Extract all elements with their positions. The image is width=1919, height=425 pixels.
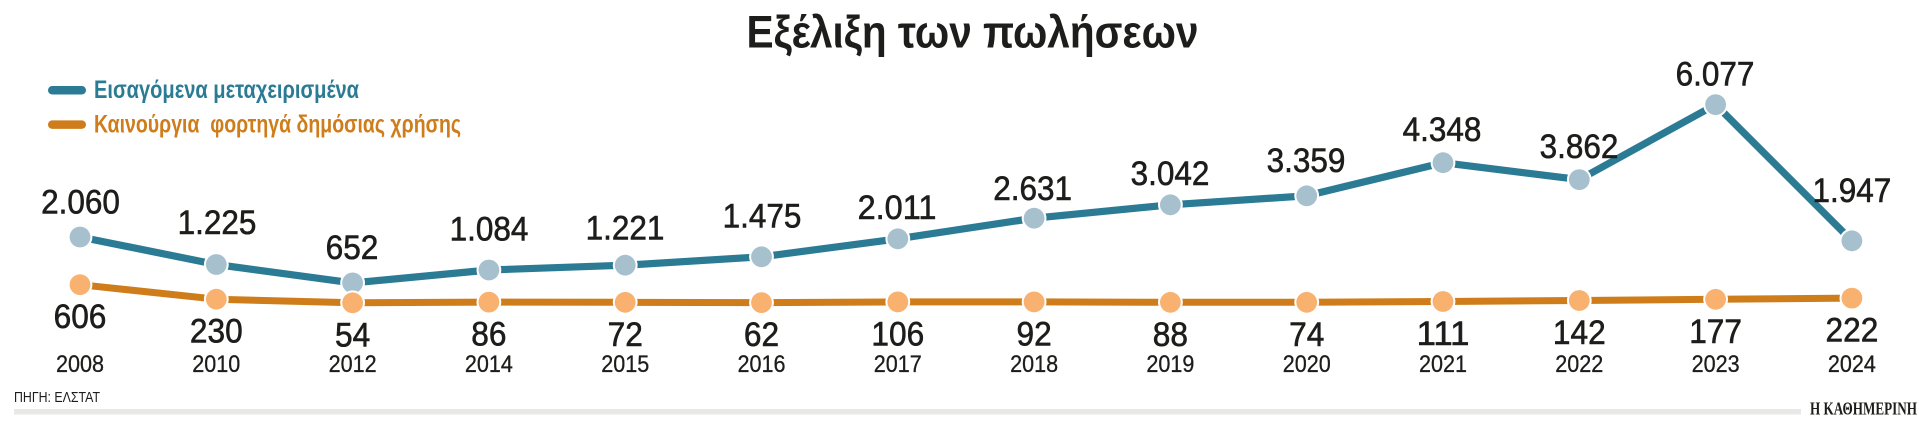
svg-text:2.060: 2.060 <box>41 183 120 221</box>
svg-text:Καινούργια φορτηγά δημόσιας χ: Καινούργια φορτηγά δημόσιας χρήσης <box>94 110 461 138</box>
svg-text:1.225: 1.225 <box>178 204 257 242</box>
svg-text:3.042: 3.042 <box>1131 155 1210 193</box>
svg-text:1.221: 1.221 <box>586 209 665 247</box>
svg-text:88: 88 <box>1153 316 1188 354</box>
svg-text:2017: 2017 <box>874 351 922 378</box>
svg-text:222: 222 <box>1826 312 1879 350</box>
svg-text:2008: 2008 <box>56 351 104 378</box>
svg-text:Η ΚΑΘΗΜΕΡΙΝΗ: Η ΚΑΘΗΜΕΡΙΝΗ <box>1810 399 1917 419</box>
svg-text:86: 86 <box>471 316 506 354</box>
svg-text:230: 230 <box>190 313 243 351</box>
svg-text:2024: 2024 <box>1828 351 1876 378</box>
svg-text:1.475: 1.475 <box>723 198 802 236</box>
svg-text:1.084: 1.084 <box>450 211 529 249</box>
svg-text:106: 106 <box>871 315 924 353</box>
svg-text:3.862: 3.862 <box>1540 128 1619 166</box>
svg-text:2021: 2021 <box>1419 351 1467 378</box>
svg-text:Εξέλιξη των πωλήσεων: Εξέλιξη των πωλήσεων <box>747 7 1199 58</box>
svg-text:652: 652 <box>326 229 379 267</box>
svg-text:2.631: 2.631 <box>993 170 1072 208</box>
svg-text:177: 177 <box>1689 313 1742 351</box>
svg-text:2010: 2010 <box>192 351 240 378</box>
svg-text:2012: 2012 <box>329 351 377 378</box>
svg-text:2023: 2023 <box>1692 351 1740 378</box>
svg-text:142: 142 <box>1553 314 1606 352</box>
svg-text:1.947: 1.947 <box>1813 172 1892 210</box>
svg-text:72: 72 <box>608 316 643 354</box>
svg-text:4.348: 4.348 <box>1403 111 1482 149</box>
svg-text:2014: 2014 <box>465 351 513 378</box>
svg-text:Εισαγόμενα μεταχειρισμένα: Εισαγόμενα μεταχειρισμένα <box>94 76 360 104</box>
svg-text:2015: 2015 <box>601 351 649 378</box>
svg-text:2022: 2022 <box>1555 351 1603 378</box>
svg-text:2019: 2019 <box>1146 351 1194 378</box>
svg-text:92: 92 <box>1017 315 1052 353</box>
svg-text:2018: 2018 <box>1010 351 1058 378</box>
svg-text:2016: 2016 <box>738 351 786 378</box>
svg-text:54: 54 <box>335 316 370 354</box>
svg-text:62: 62 <box>744 316 779 354</box>
svg-text:ΠΗΓΗ: ΕΛΣΤΑΤ: ΠΗΓΗ: ΕΛΣΤΑΤ <box>14 389 100 406</box>
svg-text:606: 606 <box>54 298 107 336</box>
svg-text:3.359: 3.359 <box>1267 142 1346 180</box>
svg-text:74: 74 <box>1289 316 1324 354</box>
svg-text:111: 111 <box>1417 315 1470 353</box>
svg-text:2.011: 2.011 <box>858 189 937 227</box>
svg-text:6.077: 6.077 <box>1676 55 1755 93</box>
svg-text:2020: 2020 <box>1283 351 1331 378</box>
